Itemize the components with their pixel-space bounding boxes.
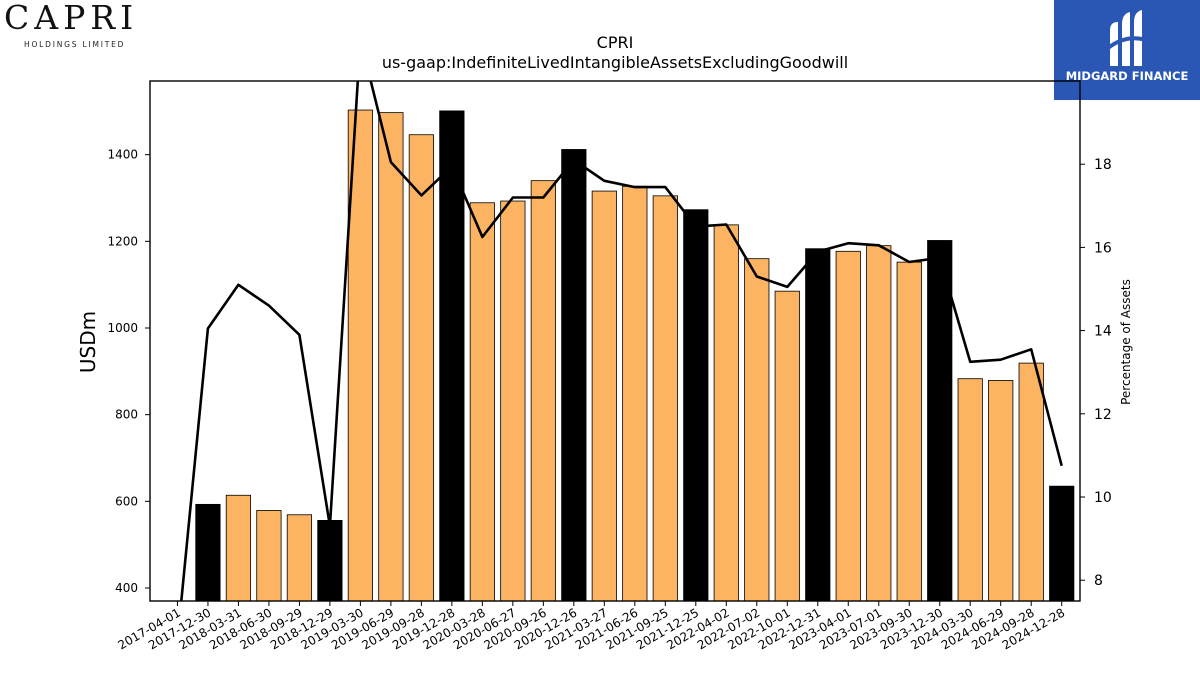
y-tick-label-1000: 1000 (107, 321, 138, 335)
bar-2023-04-01 (835, 250, 861, 602)
bar-2018-12-29 (317, 520, 343, 602)
y-tick-label-800: 800 (115, 408, 138, 422)
y2-tick-label-12: 12 (1094, 407, 1112, 423)
y2-tick-label-16: 16 (1094, 240, 1112, 256)
capri-logo-wordmark: CAPRI (4, 0, 139, 37)
bar-2021-03-27 (591, 190, 617, 602)
chart-title: CPRI (597, 33, 634, 52)
y-axis-label: USDm (76, 311, 100, 373)
bar-2019-03-30 (347, 109, 373, 602)
midgard-logo-icon (1106, 10, 1147, 66)
plot-area: 400600800100012001400810121416182017-04-… (107, 80, 1112, 652)
bar-2019-09-28 (408, 134, 434, 602)
bar-2023-09-30 (896, 261, 922, 602)
bar-2017-12-30 (195, 503, 221, 602)
bar-2018-09-29 (286, 514, 313, 602)
bar-2022-12-31 (805, 248, 831, 602)
plot-frame (149, 80, 1081, 602)
bar-2020-06-27 (500, 200, 526, 602)
y-tick-label-600: 600 (115, 494, 138, 508)
bar-2022-04-02 (713, 224, 739, 602)
bar-2019-06-29 (378, 112, 404, 602)
bar-2022-10-01 (774, 290, 800, 602)
midgard-finance-logo: MIDGARD FINANCE (1054, 0, 1200, 100)
bar-2021-09-25 (652, 195, 678, 602)
capri-logo-subtitle: HOLDINGS LIMITED (24, 40, 126, 49)
y-tick-label-1200: 1200 (107, 234, 138, 248)
bar-2020-09-26 (530, 180, 556, 602)
bar-2020-12-26 (561, 149, 587, 602)
y2-tick-label-14: 14 (1094, 324, 1112, 340)
bar-2024-12-28 (1049, 485, 1075, 602)
bar-2019-12-28 (439, 110, 465, 602)
y2-axis-label: Percentage of Assets (1119, 279, 1133, 405)
y2-tick-label-18: 18 (1094, 157, 1112, 173)
bar-2021-12-25 (683, 209, 709, 602)
bar-2020-03-28 (469, 202, 495, 602)
midgard-logo-text: MIDGARD FINANCE (1065, 69, 1189, 83)
y2-tick-label-10: 10 (1094, 490, 1112, 506)
chart-subtitle: us-gaap:IndefiniteLivedIntangibleAssetsE… (382, 53, 848, 72)
bar-2023-12-30 (927, 240, 953, 602)
bar-2024-03-30 (957, 378, 983, 602)
y-tick-label-1400: 1400 (107, 148, 138, 162)
bar-2018-03-31 (225, 494, 252, 602)
bar-2024-06-29 (988, 380, 1014, 602)
capri-logo: CAPRI HOLDINGS LIMITED (0, 0, 160, 60)
bar-2021-06-26 (622, 185, 648, 602)
bar-2018-06-30 (256, 510, 282, 602)
bar-2024-09-28 (1018, 362, 1044, 602)
bar-2023-07-01 (866, 245, 892, 602)
y2-tick-label-8: 8 (1094, 573, 1103, 589)
y-tick-label-400: 400 (115, 581, 138, 595)
series-line-percentage-of-assets (179, 81, 1063, 601)
bar-2022-07-02 (744, 258, 770, 602)
